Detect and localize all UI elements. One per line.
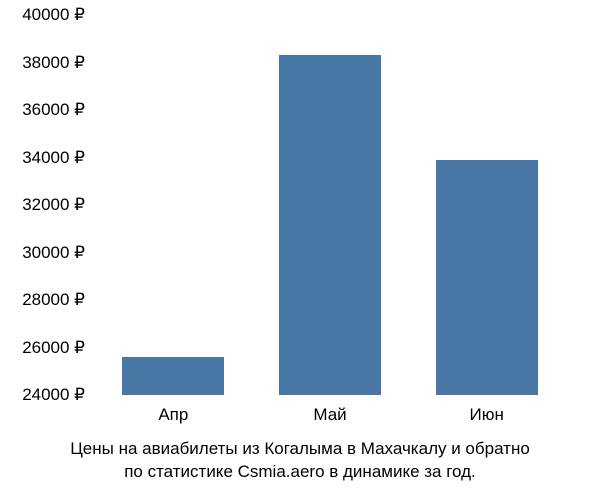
- chart-caption: Цены на авиабилеты из Когалыма в Махачка…: [0, 438, 600, 484]
- caption-line-1: Цены на авиабилеты из Когалыма в Махачка…: [70, 439, 530, 458]
- caption-line-2: по статистике Csmia.aero в динамике за г…: [124, 462, 476, 481]
- price-chart: 24000 ₽ 26000 ₽ 28000 ₽ 30000 ₽ 32000 ₽ 34000…: [0, 0, 600, 500]
- bar: [436, 160, 538, 395]
- y-tick-label: 38000 ₽: [0, 53, 85, 73]
- y-tick-label: 24000 ₽: [0, 385, 85, 405]
- x-tick-label: Май: [313, 405, 346, 425]
- y-tick-label: 40000 ₽: [0, 5, 85, 25]
- y-tick-label: 32000 ₽: [0, 195, 85, 215]
- y-tick-label: 28000 ₽: [0, 290, 85, 310]
- x-tick-label: Июн: [469, 405, 503, 425]
- x-tick-label: Апр: [158, 405, 188, 425]
- plot-area: [95, 15, 565, 395]
- bar: [279, 55, 381, 395]
- y-tick-label: 36000 ₽: [0, 100, 85, 120]
- bar: [122, 357, 224, 395]
- y-tick-label: 34000 ₽: [0, 148, 85, 168]
- y-tick-label: 30000 ₽: [0, 243, 85, 263]
- y-tick-label: 26000 ₽: [0, 338, 85, 358]
